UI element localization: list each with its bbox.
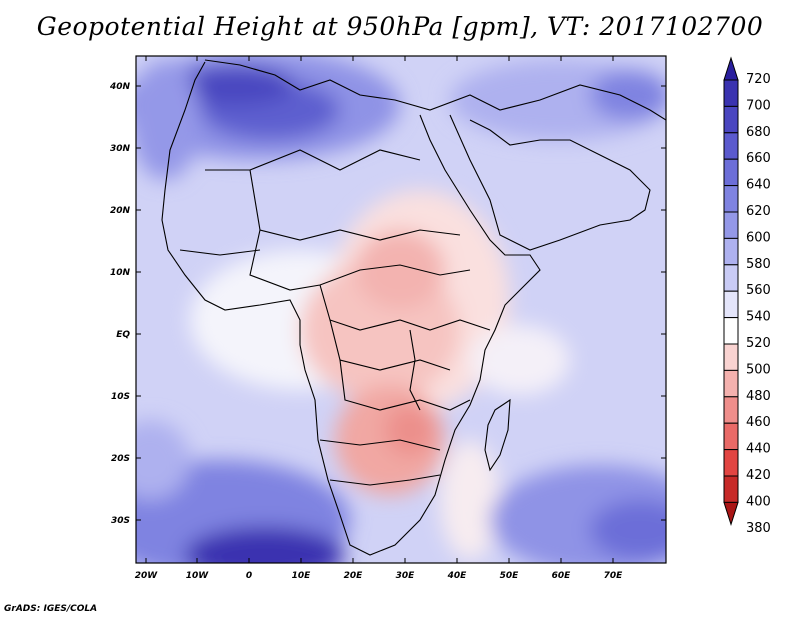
colorbar-segment: [723, 449, 739, 477]
colorbar-label: 600: [746, 230, 771, 245]
colorbar-segment: [723, 475, 739, 503]
map-frame: [135, 55, 667, 564]
colorbar-segment: [723, 132, 739, 160]
colorbar-label: 720: [746, 72, 771, 87]
lat-label: 40N: [109, 82, 131, 92]
height-field: [136, 56, 666, 563]
lon-label: 0: [246, 571, 252, 581]
lon-label: 40E: [447, 571, 468, 581]
colorbar-label: 420: [746, 468, 771, 483]
colorbar-segment: [723, 317, 739, 345]
colorbar-label: 640: [746, 178, 771, 193]
colorbar-segment: [723, 105, 739, 134]
lat-label: 10S: [111, 392, 130, 402]
colorbar-segment: [723, 422, 739, 451]
colorbar-segment: [723, 343, 739, 371]
colorbar-segment: [723, 290, 739, 319]
latitude-labels: 40N 30N 20N 10N EQ 10S 20S 30S: [109, 82, 131, 526]
lon-label: 50E: [500, 571, 520, 581]
colorbar-labels: 720 700 680 660 640 620 600 580 560 540 520 500 480 4…: [746, 72, 771, 536]
lat-label: 20S: [111, 454, 130, 464]
lon-label: 10E: [292, 571, 312, 581]
colorbar-segment: [723, 158, 739, 187]
lat-label: 30S: [111, 516, 130, 526]
colorbar-label: 540: [746, 310, 771, 325]
colorbar-label: 460: [746, 415, 771, 430]
lat-label: EQ: [116, 330, 130, 340]
colorbar-label: 380: [746, 521, 771, 536]
footer-credit: GrADS: IGES/COLA: [4, 604, 98, 614]
colorbar-segment: [723, 79, 739, 107]
colorbar-segment: [723, 396, 739, 424]
colorbar-segment: [723, 264, 739, 292]
colorbar-label: 700: [746, 98, 771, 113]
colorbar-segment: [723, 185, 739, 213]
lon-label: 20W: [135, 571, 159, 581]
colorbar-segment: [723, 369, 739, 398]
colorbar-label: 580: [746, 257, 771, 272]
longitude-labels: 20W 10W 0 10E 20E 30E 40E 50E 60E 70E: [135, 571, 623, 581]
colorbar-label: 440: [746, 442, 771, 457]
lat-label: 10N: [110, 268, 131, 278]
colorbar-label: 620: [746, 204, 771, 219]
colorbar-label: 500: [746, 362, 771, 377]
lat-label: 20N: [110, 206, 131, 216]
colorbar-label: 480: [746, 389, 771, 404]
colorbar-label: 560: [746, 283, 771, 298]
colorbar-segment: [723, 211, 739, 239]
lon-label: 60E: [552, 571, 572, 581]
coastlines: [161, 59, 666, 556]
colorbar-segment: [723, 237, 739, 266]
lon-label: 10W: [186, 571, 210, 581]
lon-label: 70E: [604, 571, 624, 581]
colorbar-arrow-bottom: [723, 501, 739, 527]
axis-ticks: [136, 56, 666, 563]
colorbar-label: 680: [746, 125, 771, 140]
colorbar-arrow-top: [723, 56, 739, 81]
lon-label: 30E: [396, 571, 416, 581]
colorbar: [723, 56, 739, 527]
map-title: Geopotential Height at 950hPa [gpm], VT:…: [36, 12, 764, 41]
colorbar-label: 400: [746, 494, 771, 509]
colorbar-label: 660: [746, 151, 771, 166]
lat-label: 30N: [110, 144, 131, 154]
lon-label: 20E: [344, 571, 364, 581]
colorbar-label: 520: [746, 336, 771, 351]
